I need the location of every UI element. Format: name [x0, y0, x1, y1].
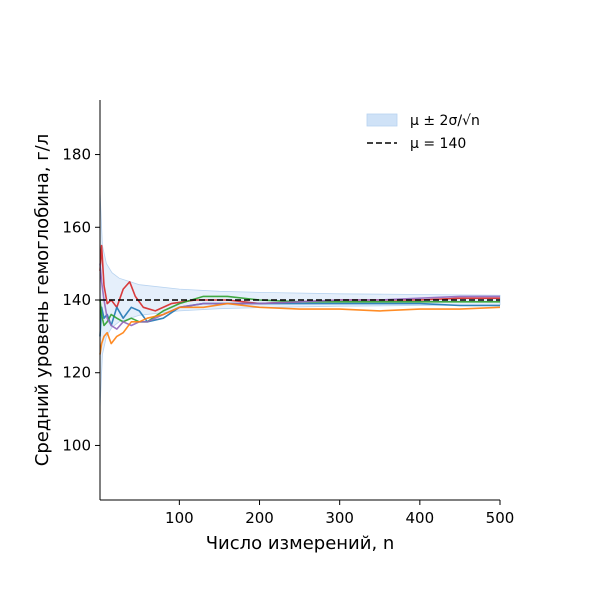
x-axis-label: Число измерений, n — [206, 533, 395, 554]
legend-band-swatch — [366, 113, 398, 127]
legend-ref-label: μ = 140 — [410, 136, 466, 152]
y-tick-label: 180 — [62, 146, 91, 164]
y-tick-label: 140 — [62, 291, 91, 309]
x-tick-label: 400 — [406, 509, 435, 527]
x-tick-label: 100 — [165, 509, 194, 527]
legend: μ ± 2σ/√n μ = 140 — [366, 113, 480, 152]
x-ticks: 100 200 300 400 500 — [165, 500, 514, 527]
series-line-5 — [99, 302, 501, 355]
y-tick-label: 120 — [62, 364, 91, 382]
y-tick-label: 160 — [62, 218, 91, 236]
legend-band-label: μ ± 2σ/√n — [410, 113, 480, 129]
x-tick-label: 500 — [486, 509, 515, 527]
x-tick-label: 300 — [325, 509, 354, 527]
y-tick-label: 100 — [62, 436, 91, 454]
x-tick-label: 200 — [245, 509, 274, 527]
y-axis-label: Средний уровень гемоглобина, г/л — [32, 134, 53, 466]
y-ticks: 100 120 140 160 180 — [62, 146, 100, 454]
